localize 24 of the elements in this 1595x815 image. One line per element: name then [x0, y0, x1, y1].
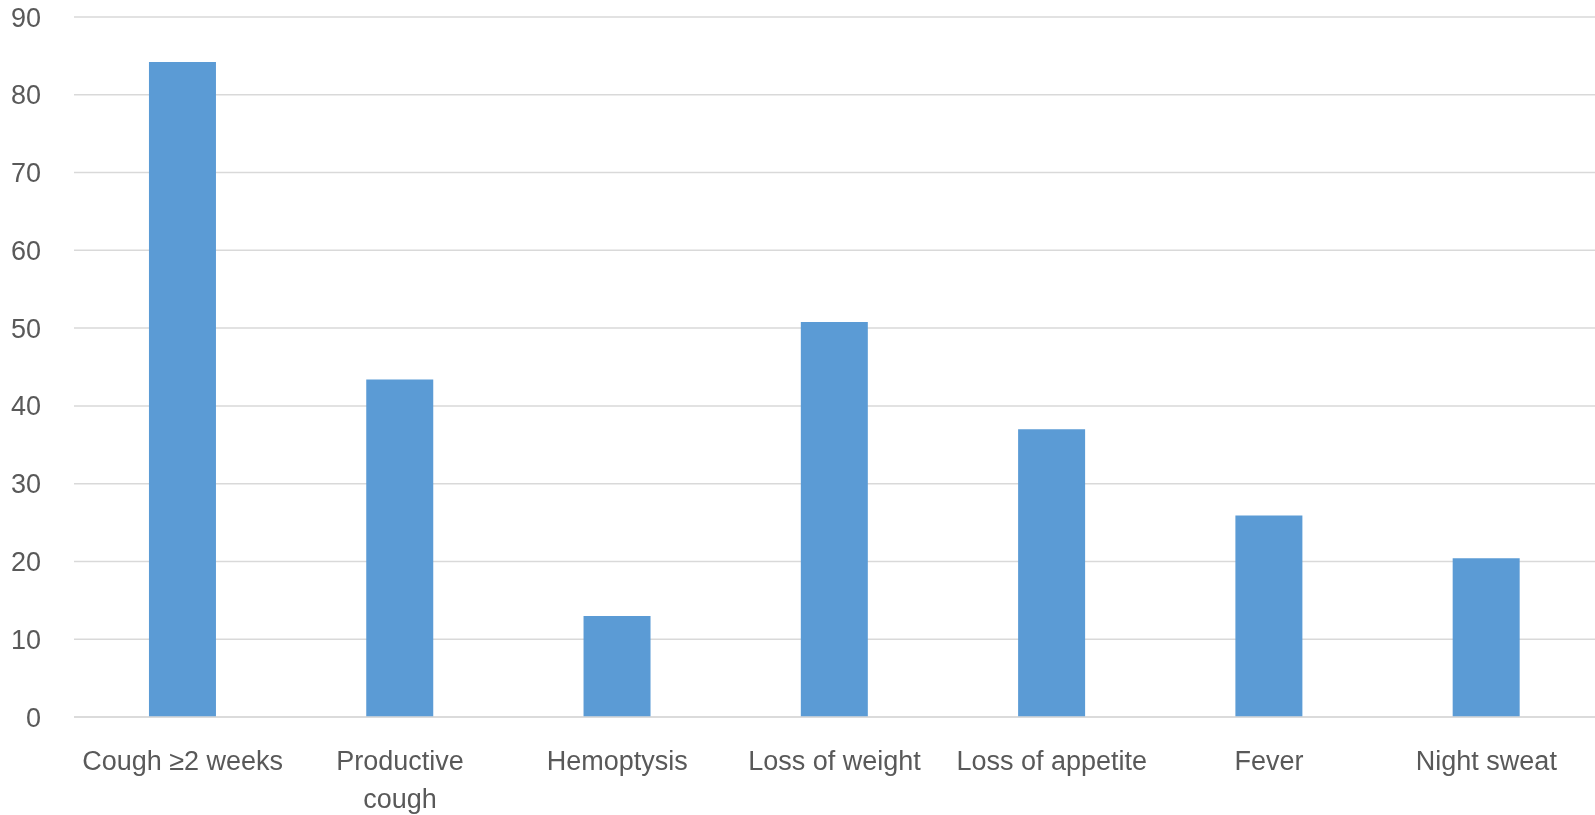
y-tick-label: 90 [10, 2, 41, 33]
bar [583, 615, 651, 717]
y-tick-label: 40 [10, 391, 41, 422]
x-tick-label: Hemoptysis [546, 745, 688, 776]
x-tick-label: Loss of appetite [956, 745, 1148, 776]
y-tick-label: 80 [10, 80, 41, 111]
x-tick-label: Cough ≥2 weeks [82, 745, 284, 776]
x-tick-label: Night sweat [1415, 745, 1558, 776]
bar [1452, 558, 1520, 717]
y-tick-label: 70 [10, 158, 41, 189]
y-tick-label: 30 [10, 469, 41, 500]
y-tick-label: 60 [10, 235, 41, 266]
x-tick-label: Loss of weight [748, 745, 922, 776]
x-tick-label: Fever [1234, 745, 1304, 776]
bar [1018, 429, 1086, 717]
y-tick-label: 20 [10, 547, 41, 578]
bar [366, 379, 434, 717]
bar [1235, 515, 1303, 717]
bar [800, 321, 868, 717]
bar [148, 62, 216, 717]
y-tick-label: 0 [25, 702, 41, 733]
x-tick-label: Productive cough [336, 745, 464, 814]
y-tick-label: 10 [10, 624, 41, 655]
y-tick-label: 50 [10, 313, 41, 344]
